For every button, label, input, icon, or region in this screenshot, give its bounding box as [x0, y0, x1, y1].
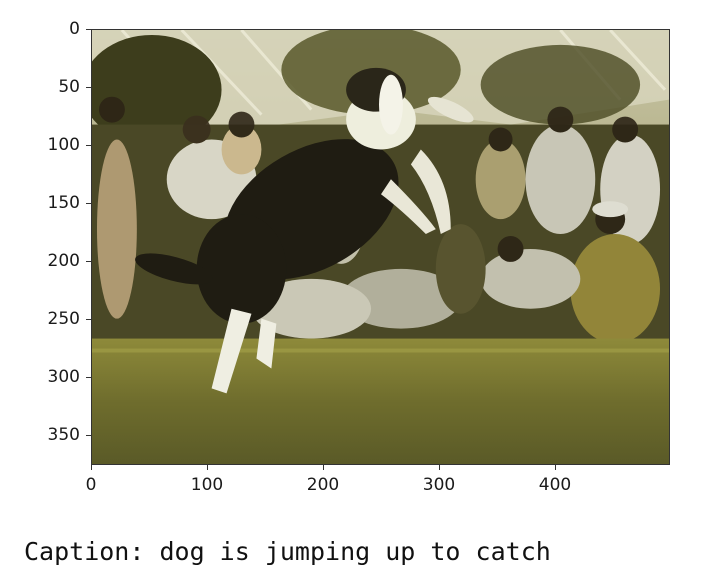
y-tick-label: 50	[58, 77, 80, 97]
x-tick-label: 100	[190, 475, 224, 495]
y-tick-mark	[86, 203, 91, 204]
y-tick-mark	[86, 435, 91, 436]
y-tick-mark	[86, 29, 91, 30]
x-tick-label: 300	[422, 475, 456, 495]
y-tick-label: 350	[47, 425, 80, 445]
y-tick-mark	[86, 145, 91, 146]
dog-jumping-photo-icon	[92, 30, 669, 464]
y-tick-mark	[86, 319, 91, 320]
y-tick-label: 0	[69, 19, 80, 39]
x-tick-label: 200	[306, 475, 340, 495]
x-tick-mark	[91, 465, 92, 470]
x-tick-mark	[555, 465, 556, 470]
x-tick-mark	[439, 465, 440, 470]
y-tick-label: 250	[47, 309, 80, 329]
y-tick-label: 300	[47, 367, 80, 387]
y-tick-label: 150	[47, 193, 80, 213]
x-tick-mark	[323, 465, 324, 470]
y-tick-mark	[86, 377, 91, 378]
y-tick-mark	[86, 87, 91, 88]
y-tick-mark	[86, 261, 91, 262]
x-tick-label: 0	[85, 475, 97, 495]
y-tick-label: 200	[47, 251, 80, 271]
caption-text: Caption: dog is jumping up to catch	[24, 537, 551, 566]
x-tick-label: 400	[538, 475, 572, 495]
y-tick-label: 100	[47, 135, 80, 155]
photo-frame	[91, 29, 670, 465]
figure: 0 50 100 150 200 250 300 350 0 100 200 3…	[47, 19, 670, 495]
x-tick-mark	[207, 465, 208, 470]
